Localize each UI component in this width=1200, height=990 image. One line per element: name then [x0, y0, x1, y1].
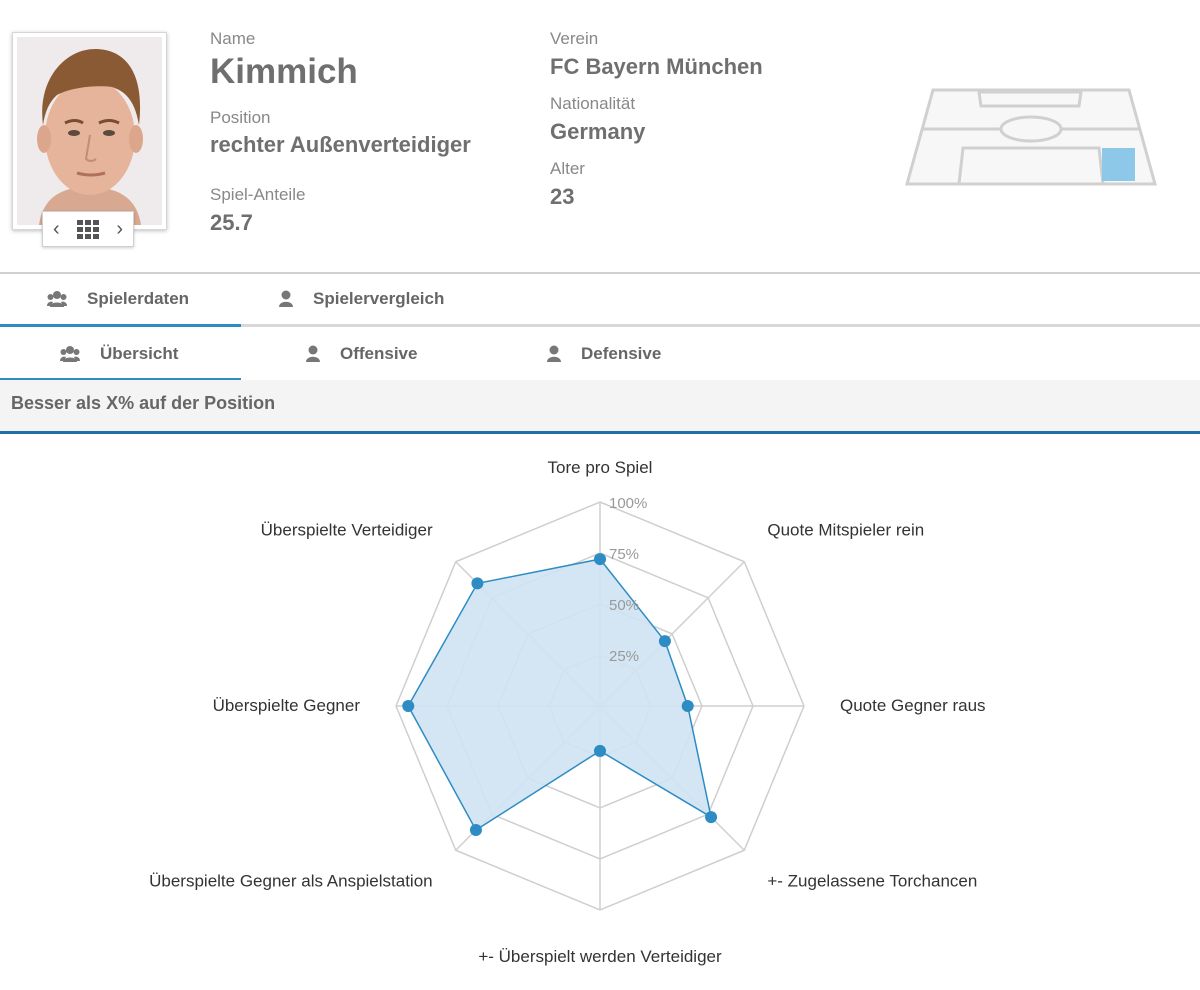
player-name: Kimmich [210, 52, 358, 91]
active-tab-indicator [0, 324, 241, 327]
club-label: Verein [550, 29, 599, 48]
user-icon [547, 345, 561, 362]
chevron-right-icon[interactable]: › [116, 218, 123, 240]
data-point [594, 744, 606, 757]
data-point [594, 553, 606, 566]
data-point [471, 577, 484, 590]
data-area [407, 558, 713, 832]
age-label: Alter [550, 159, 585, 178]
axis-label: +- Zugelassene Torchancen [767, 871, 977, 890]
axis-label: Quote Gegner raus [840, 696, 986, 715]
axis-label: Überspielte Verteidiger [261, 521, 433, 540]
tick-label: 100% [609, 495, 647, 512]
axis-label: Quote Mitspieler rein [767, 521, 924, 540]
photo-navigation: ‹ › [42, 211, 134, 247]
grid-icon[interactable] [77, 219, 99, 239]
primary-tabs: Spielerdaten Spielervergleich [0, 272, 1200, 327]
player-share: 25.7 [210, 210, 253, 235]
player-nationality: Germany [550, 119, 646, 144]
tab-label: Spielerdaten [87, 289, 190, 308]
tab-label: Offensive [340, 343, 418, 363]
secondary-tabs: Übersicht Offensive Defensive [0, 327, 1200, 380]
user-icon [306, 345, 320, 362]
share-label: Spiel-Anteile [210, 185, 306, 204]
tab-spielervergleich[interactable]: Spielervergleich [279, 274, 444, 324]
section-header: Besser als X% auf der Position [0, 380, 1200, 434]
player-photo [17, 37, 162, 225]
user-icon [279, 290, 293, 307]
player-position: rechter Außenverteidiger [210, 132, 471, 157]
name-label: Name [210, 29, 256, 48]
active-subtab-indicator [0, 378, 241, 380]
users-icon [60, 345, 80, 362]
position-label: Position [210, 108, 271, 127]
radar-chart: 25% 50% 75% 100% Tore pro Spiel Quote Mitspie… [149, 458, 986, 966]
section-title: Besser als X% auf der Position [11, 393, 276, 413]
position-pitch-icon [905, 88, 1157, 186]
player-photo-frame [12, 32, 167, 230]
data-point [705, 811, 718, 824]
player-profile: ‹ › Name Kimmich Position rechter Außenv… [0, 0, 1200, 272]
axis-label: +- Überspielt werden Verteidiger [478, 947, 722, 966]
position-zone-highlight [1102, 148, 1135, 181]
tab-label: Defensive [581, 343, 662, 363]
player-age: 23 [550, 184, 575, 209]
tab-defensive[interactable]: Defensive [547, 327, 661, 380]
data-point [469, 824, 482, 837]
tick-label: 25% [609, 648, 639, 665]
users-icon [47, 291, 67, 307]
tab-label: Spielervergleich [313, 289, 445, 308]
data-point [681, 700, 694, 712]
player-club: FC Bayern München [550, 54, 763, 79]
axis-label: Überspielte Gegner [213, 696, 361, 715]
axis-label: Überspielte Gegner als Anspielstation [149, 871, 433, 890]
tick-label: 50% [609, 597, 639, 614]
tick-label: 75% [609, 546, 639, 563]
data-point [658, 635, 671, 648]
tab-uebersicht[interactable]: Übersicht [60, 327, 178, 380]
axis-label: Tore pro Spiel [548, 458, 653, 477]
tab-offensive[interactable]: Offensive [306, 327, 417, 380]
tab-spielerdaten[interactable]: Spielerdaten [47, 274, 189, 324]
chevron-left-icon[interactable]: ‹ [53, 218, 60, 240]
data-point [402, 700, 415, 712]
nationality-label: Nationalität [550, 94, 636, 113]
tab-label: Übersicht [100, 343, 179, 363]
